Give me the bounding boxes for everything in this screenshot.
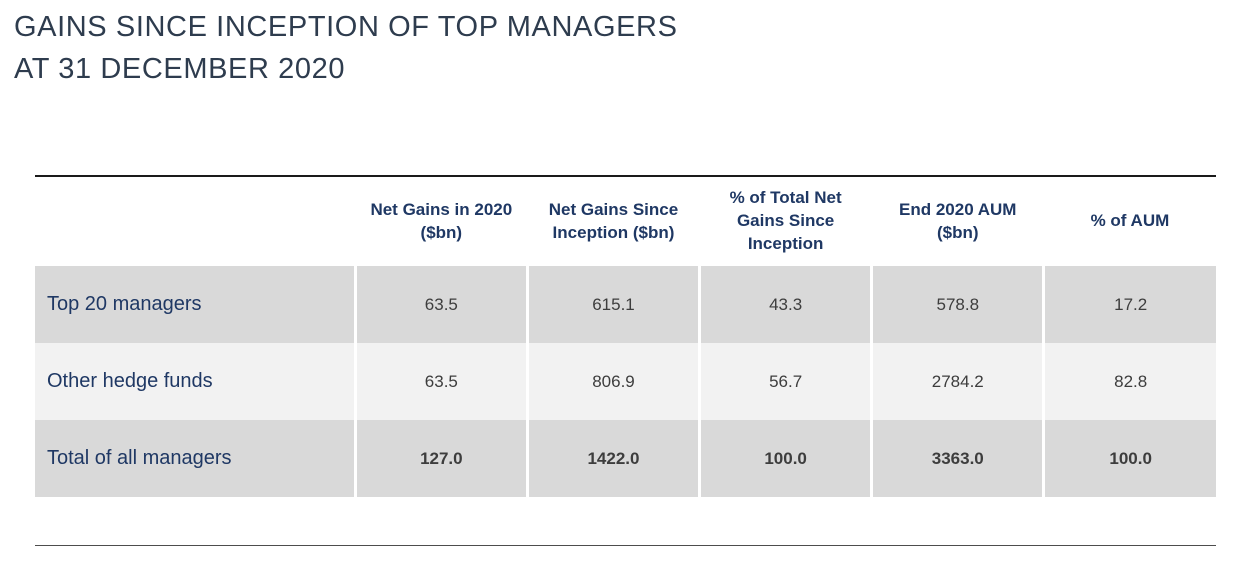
- row-label: Top 20 managers: [35, 266, 356, 343]
- table-row-total-all-managers: Total of all managers 127.0 1422.0 100.0…: [35, 420, 1216, 497]
- table-cell: 63.5: [353, 343, 528, 420]
- row-label: Other hedge funds: [35, 343, 356, 420]
- page-title: GAINS SINCE INCEPTION OF TOP MANAGERS AT…: [14, 6, 678, 90]
- table-cell: 100.0: [698, 420, 872, 497]
- table-cell: 578.8: [870, 266, 1044, 343]
- table-cell: 43.3: [698, 266, 872, 343]
- table-cell: 17.2: [1042, 266, 1216, 343]
- table-cell: 806.9: [525, 343, 700, 420]
- table-cell: 100.0: [1042, 420, 1216, 497]
- column-header-net-gains-2020: Net Gains in 2020 ($bn): [355, 176, 528, 266]
- column-header-end-2020-aum: End 2020 AUM ($bn): [871, 176, 1044, 266]
- gains-table: Net Gains in 2020 ($bn) Net Gains Since …: [35, 175, 1216, 497]
- table-cell: 82.8: [1042, 343, 1216, 420]
- table-cell: 56.7: [698, 343, 872, 420]
- corner-cell: [35, 176, 356, 266]
- row-label: Total of all managers: [35, 420, 356, 497]
- title-line-1: GAINS SINCE INCEPTION OF TOP MANAGERS: [14, 11, 678, 43]
- title-line-2: AT 31 DECEMBER 2020: [14, 53, 346, 86]
- table-cell: 63.5: [353, 266, 528, 343]
- table-cell: 2784.2: [870, 343, 1044, 420]
- table-row-top-20-managers: Top 20 managers 63.5 615.1 43.3 578.8 17…: [35, 266, 1216, 343]
- table-cell: 1422.0: [525, 420, 700, 497]
- table-row-other-hedge-funds: Other hedge funds 63.5 806.9 56.7 2784.2…: [35, 343, 1216, 420]
- column-header-net-gains-inception: Net Gains Since Inception ($bn): [527, 176, 700, 266]
- table-cell: 127.0: [353, 420, 528, 497]
- table-cell: 3363.0: [870, 420, 1044, 497]
- table-cell: 615.1: [525, 266, 700, 343]
- header-row: Net Gains in 2020 ($bn) Net Gains Since …: [35, 176, 1216, 266]
- footer-divider: [35, 545, 1216, 546]
- column-header-pct-of-aum: % of AUM: [1043, 176, 1216, 266]
- column-header-pct-total-net-gains: % of Total Net Gains Since Inception: [699, 176, 872, 266]
